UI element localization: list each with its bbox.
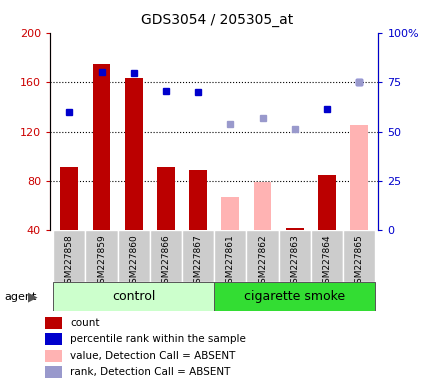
- Text: cigarette smoke: cigarette smoke: [243, 290, 345, 303]
- Bar: [157, 167, 174, 230]
- Bar: [125, 78, 142, 230]
- Bar: [181, 230, 214, 282]
- Bar: [149, 230, 181, 282]
- Text: GSM227864: GSM227864: [322, 235, 331, 289]
- Bar: [278, 230, 310, 282]
- Bar: [246, 230, 278, 282]
- Text: ▶: ▶: [28, 290, 37, 303]
- Text: percentile rank within the sample: percentile rank within the sample: [70, 334, 246, 344]
- Text: GSM227866: GSM227866: [161, 235, 170, 289]
- Text: value, Detection Call = ABSENT: value, Detection Call = ABSENT: [70, 351, 235, 361]
- Bar: [53, 230, 85, 282]
- Bar: [310, 230, 342, 282]
- Text: GSM227858: GSM227858: [65, 235, 74, 289]
- Bar: [92, 63, 110, 230]
- Bar: [342, 230, 375, 282]
- Text: GSM227859: GSM227859: [97, 235, 106, 289]
- Bar: [349, 125, 367, 230]
- Bar: [53, 282, 214, 311]
- Bar: [214, 282, 375, 311]
- Bar: [221, 197, 239, 230]
- Text: GSM227867: GSM227867: [193, 235, 202, 289]
- Text: control: control: [112, 290, 155, 303]
- Bar: [317, 175, 335, 230]
- Bar: [214, 230, 246, 282]
- Bar: [45, 350, 62, 362]
- Text: GSM227863: GSM227863: [289, 235, 299, 289]
- Text: rank, Detection Call = ABSENT: rank, Detection Call = ABSENT: [70, 367, 230, 377]
- Text: count: count: [70, 318, 99, 328]
- Bar: [189, 170, 207, 230]
- Text: GSM227865: GSM227865: [354, 235, 363, 289]
- Bar: [60, 167, 78, 230]
- Bar: [285, 228, 303, 230]
- Bar: [45, 333, 62, 345]
- Bar: [85, 230, 117, 282]
- Text: GSM227860: GSM227860: [129, 235, 138, 289]
- Text: agent: agent: [4, 291, 36, 302]
- Text: GSM227861: GSM227861: [225, 235, 234, 289]
- Bar: [45, 366, 62, 378]
- Bar: [253, 182, 271, 230]
- Text: GSM227862: GSM227862: [257, 235, 266, 289]
- Text: GDS3054 / 205305_at: GDS3054 / 205305_at: [141, 13, 293, 27]
- Bar: [45, 317, 62, 329]
- Bar: [117, 230, 149, 282]
